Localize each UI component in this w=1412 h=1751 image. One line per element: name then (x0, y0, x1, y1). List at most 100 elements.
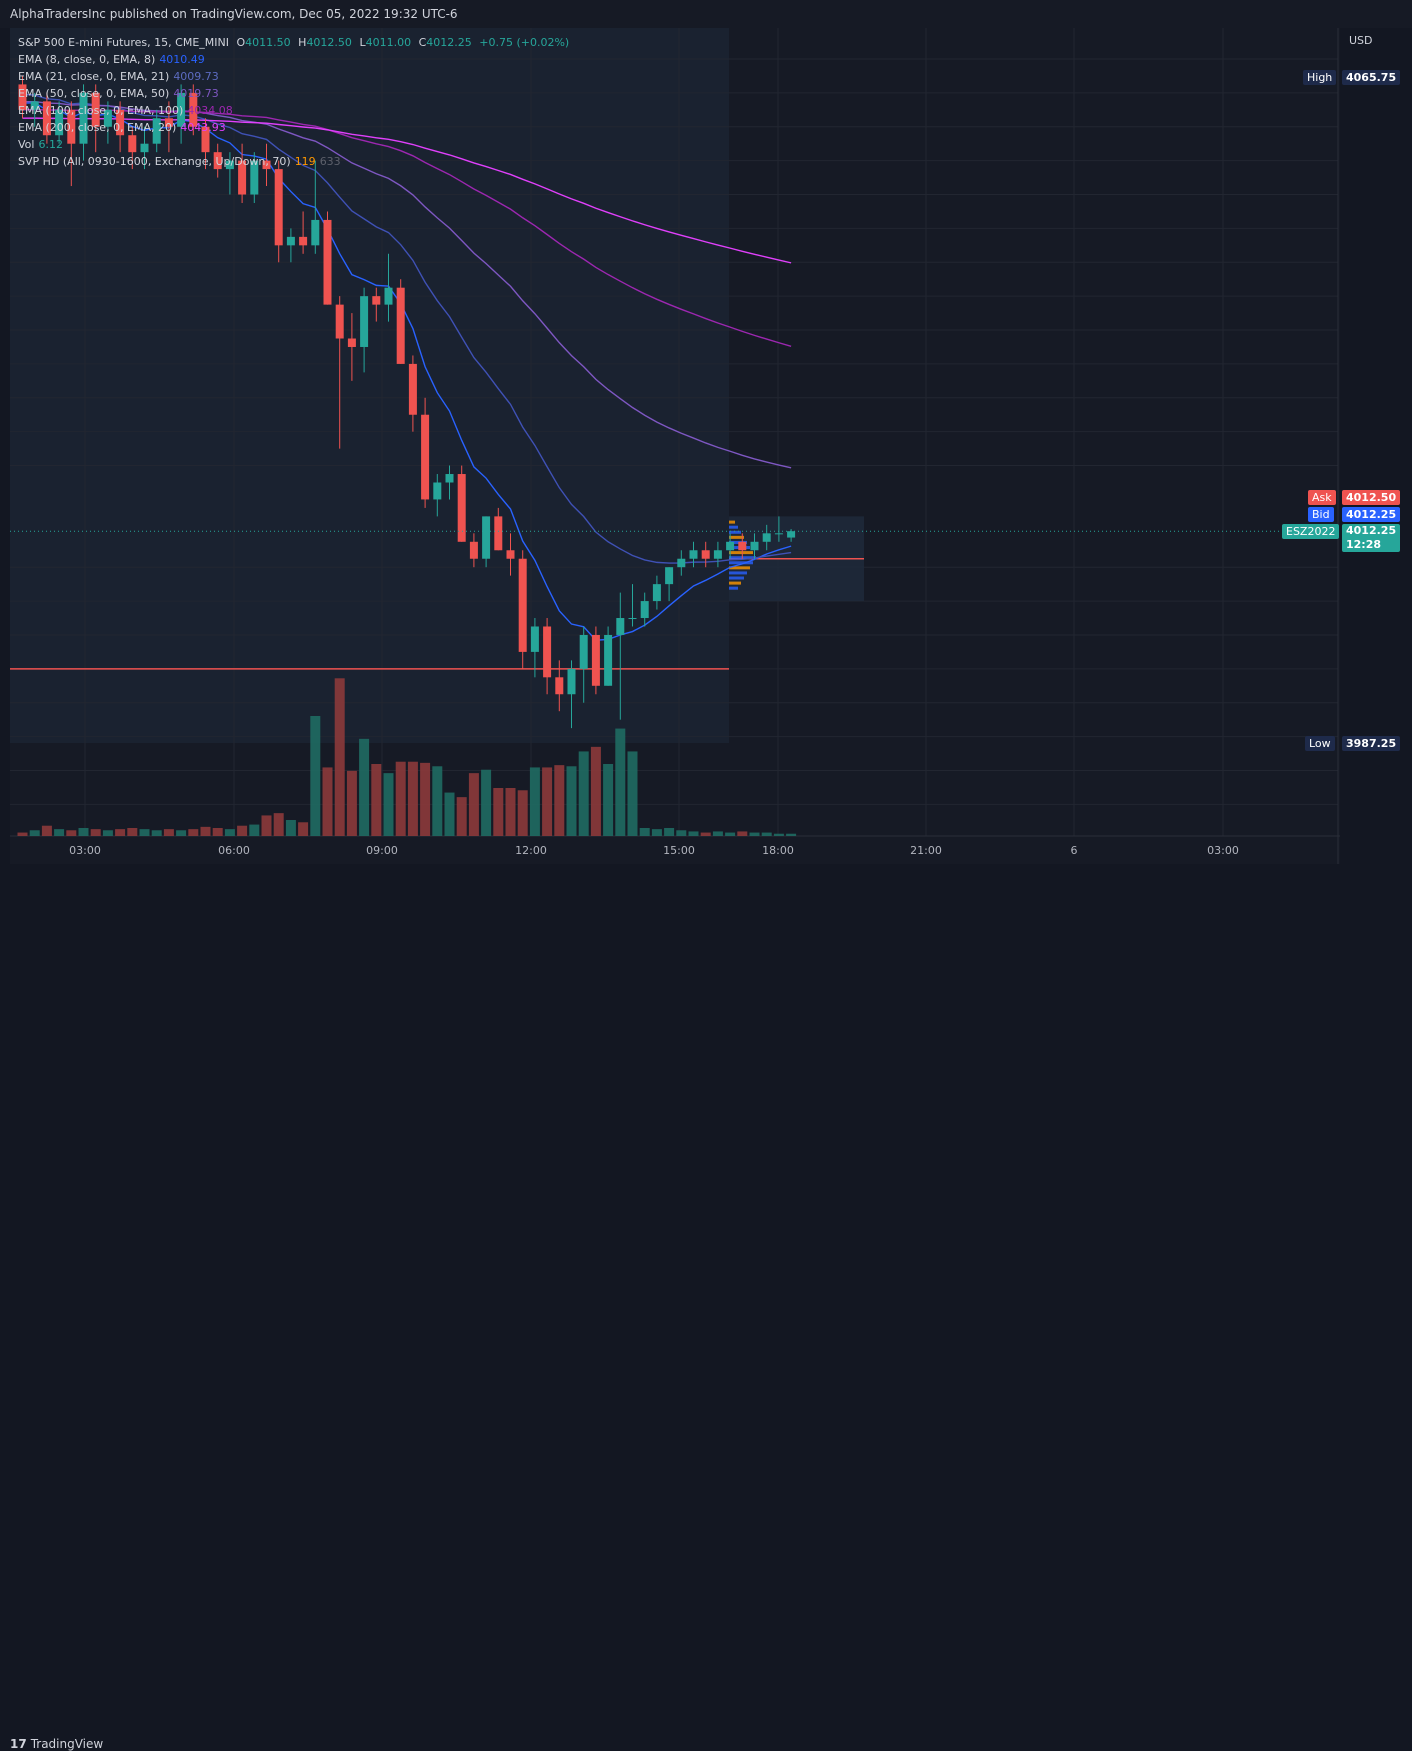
price-chart[interactable]: 4068.004064.004060.004056.004052.004048.… (10, 28, 1340, 864)
volume-bar (493, 788, 504, 836)
bid-tag-label: Bid (1308, 507, 1334, 522)
candle-body (555, 677, 564, 695)
low-tag-label: Low (1305, 736, 1335, 751)
indicator-volume[interactable]: Vol 6.12 (18, 138, 63, 151)
volume-bar (115, 829, 126, 836)
volume-bar (383, 773, 394, 836)
svp-row (729, 520, 735, 524)
ohlc-low: L4011.00 (359, 36, 412, 49)
volume-bar (298, 822, 309, 836)
candle-body (55, 109, 64, 136)
candle-body (164, 118, 173, 127)
symbol-label[interactable]: S&P 500 E-mini Futures, 15, CME_MINI (18, 36, 229, 49)
candle-body (701, 550, 710, 559)
candle-body (30, 101, 39, 110)
volume-bar (505, 788, 516, 836)
volume-bar (468, 773, 479, 836)
indicator-ema21[interactable]: EMA (21, close, 0, EMA, 21) 4009.73 (18, 70, 219, 83)
ask-tag-label: Ask (1308, 490, 1336, 505)
candle-body (396, 287, 405, 364)
candle-body (225, 160, 234, 170)
volume-bar (554, 765, 565, 836)
ema-line-ema200 (22, 117, 792, 264)
volume-bar (456, 797, 467, 836)
bid-tag-value: 4012.25 (1342, 507, 1401, 522)
volume-bar (102, 830, 113, 836)
candle-body (177, 92, 186, 127)
tradingview-logo-icon: 𝟭𝟳 (10, 1737, 27, 1751)
candle-body (750, 541, 759, 551)
candle-body (433, 482, 442, 500)
indicator-ema50[interactable]: EMA (50, close, 0, EMA, 50) 4019.73 (18, 87, 219, 100)
volume-bar (517, 790, 528, 836)
currency-label: USD (1349, 34, 1373, 47)
candle-body (445, 474, 454, 483)
volume-bar (786, 833, 797, 836)
volume-bar (615, 728, 626, 836)
candle-body (652, 584, 661, 602)
volume-bar (712, 831, 723, 836)
candle-body (482, 516, 491, 559)
time-tick-label: 18:00 (762, 844, 794, 857)
indicator-ema100[interactable]: EMA (100, close, 0, EMA, 100) 4034.08 (18, 104, 233, 117)
volume-bar (529, 767, 540, 836)
svp-row (729, 576, 744, 580)
candle-body (67, 109, 76, 144)
indicator-svp[interactable]: SVP HD (All, 0930-1600, Exchange, Up/Dow… (18, 155, 341, 168)
volume-bar (481, 769, 492, 836)
candle-body (299, 236, 308, 246)
volume-bar (542, 767, 553, 836)
candle-body (238, 160, 247, 195)
candle-body (201, 126, 210, 153)
low-tag-value: 3987.25 (1342, 736, 1401, 751)
candle-body (543, 626, 552, 678)
volume-bar (237, 825, 248, 836)
volume-bar (188, 829, 199, 836)
candle-body (787, 531, 796, 538)
volume-bar (66, 830, 77, 836)
indicator-ema8[interactable]: EMA (8, close, 0, EMA, 8) 4010.49 (18, 53, 205, 66)
indicator-ema200[interactable]: EMA (200, close, 0, EMA, 20) 4043.93 (18, 121, 226, 134)
svp-row (729, 530, 741, 534)
volume-bar (420, 762, 431, 836)
ohlc-high: H4012.50 (298, 36, 352, 49)
volume-bar (725, 832, 736, 836)
volume-bar (444, 792, 455, 836)
volume-bar (676, 830, 687, 836)
ema-line-ema8 (22, 102, 792, 641)
volume-bar (371, 764, 382, 836)
volume-bar (322, 767, 333, 836)
candle-body (360, 296, 369, 347)
volume-bar (578, 751, 589, 836)
candle-body (213, 152, 222, 170)
ema-line-ema50 (22, 100, 792, 469)
volume-bar (407, 761, 418, 836)
last-price-symbol: ESZ2022 (1282, 524, 1340, 539)
chart-area[interactable]: 4068.004064.004060.004056.004052.004048.… (10, 28, 1340, 864)
candle-body (665, 567, 674, 585)
volume-bar (700, 832, 711, 836)
candle-body (689, 550, 698, 559)
candle-body (140, 143, 149, 153)
candle-body (347, 338, 356, 347)
candle-body (421, 414, 430, 500)
candle-body (262, 160, 271, 170)
volume-bar (29, 830, 40, 836)
svp-row (729, 525, 738, 529)
candle-body (79, 92, 88, 144)
volume-bar (737, 831, 748, 836)
candle-body (640, 601, 649, 619)
tradingview-logo[interactable]: 𝟭𝟳 TradingView (10, 1737, 104, 1751)
publication-header: AlphaTradersInc published on TradingView… (0, 0, 1412, 28)
volume-bar (310, 716, 321, 836)
ema-line-ema100 (22, 108, 792, 347)
candle-body (604, 634, 613, 686)
candle-body (774, 533, 783, 535)
candle-body (91, 92, 100, 127)
volume-bar (90, 829, 101, 836)
high-tag-value: 4065.75 (1342, 70, 1401, 85)
candle-body (494, 516, 503, 551)
candle-body (530, 626, 539, 652)
time-tick-label: 21:00 (910, 844, 942, 857)
volume-bar (334, 678, 345, 836)
